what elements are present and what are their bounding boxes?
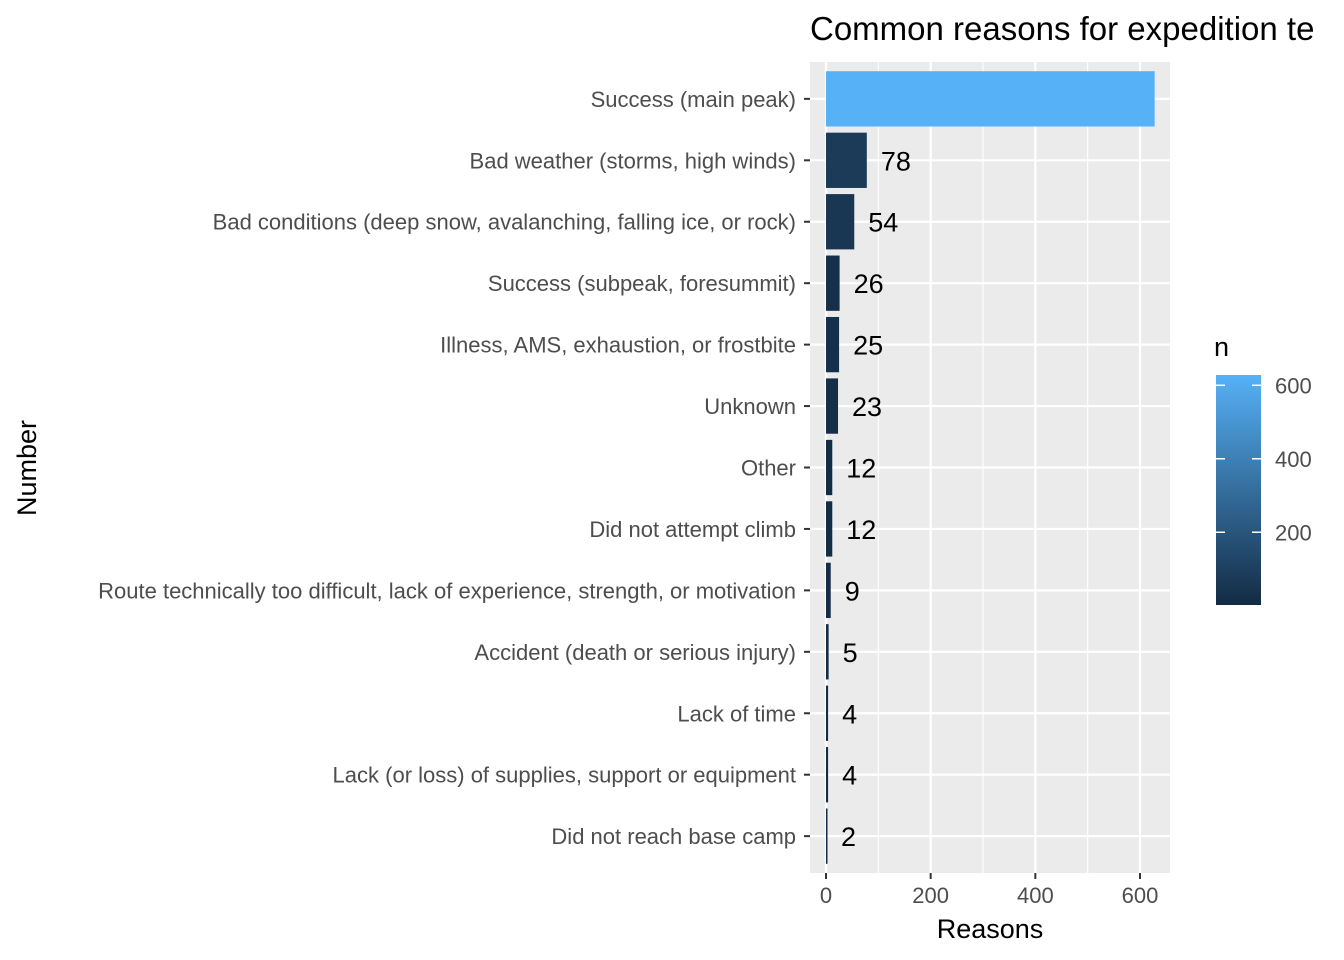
y-tick-label: Bad weather (storms, high winds) bbox=[470, 148, 796, 173]
y-axis-title: Number bbox=[12, 420, 42, 516]
y-tick-label: Unknown bbox=[704, 394, 796, 419]
data-label: 4 bbox=[842, 699, 857, 729]
bar bbox=[826, 378, 839, 434]
legend-title: n bbox=[1214, 332, 1229, 362]
y-tick-label: Bad conditions (deep snow, avalanching, … bbox=[213, 210, 796, 235]
bar bbox=[826, 501, 833, 557]
x-tick-label: 600 bbox=[1122, 883, 1159, 908]
data-label: 2 bbox=[841, 822, 856, 852]
plot-panel bbox=[810, 62, 1170, 873]
data-label: 12 bbox=[846, 454, 876, 484]
x-tick-label: 400 bbox=[1017, 883, 1054, 908]
data-label: 4 bbox=[842, 761, 857, 791]
legend-colorbar bbox=[1216, 375, 1261, 605]
y-tick-label: Did not reach base camp bbox=[551, 824, 796, 849]
chart-title: Common reasons for expedition te bbox=[810, 10, 1314, 47]
bar bbox=[826, 439, 833, 496]
y-tick-label: Success (subpeak, foresummit) bbox=[488, 271, 796, 296]
bar bbox=[826, 194, 855, 250]
bar bbox=[826, 624, 829, 680]
y-tick-label: Illness, AMS, exhaustion, or frostbite bbox=[440, 333, 796, 358]
x-tick-label: 0 bbox=[820, 883, 832, 908]
bar bbox=[826, 132, 867, 188]
legend-tick-label: 200 bbox=[1275, 520, 1312, 545]
bar bbox=[826, 562, 831, 619]
bar bbox=[826, 808, 828, 864]
data-label: 25 bbox=[853, 331, 883, 361]
legend-tick-label: 400 bbox=[1275, 447, 1312, 472]
y-tick-label: Did not attempt climb bbox=[589, 517, 796, 542]
x-axis: 0 200 400 600 bbox=[820, 873, 1158, 908]
data-label: 5 bbox=[843, 638, 858, 668]
data-label: 78 bbox=[881, 146, 911, 176]
y-tick-label: Lack (or loss) of supplies, support or e… bbox=[333, 763, 796, 788]
color-legend: n 200 400 600 bbox=[1214, 332, 1312, 605]
y-axis: Success (main peak) Bad weather (storms, … bbox=[98, 87, 810, 849]
bar bbox=[826, 685, 829, 741]
bar bbox=[826, 747, 829, 803]
bar bbox=[826, 255, 840, 311]
data-label: 26 bbox=[854, 269, 884, 299]
legend-tick-label: 600 bbox=[1275, 373, 1312, 398]
data-label: 54 bbox=[868, 208, 898, 238]
bars bbox=[826, 71, 1155, 864]
bar bbox=[826, 316, 840, 373]
bar bbox=[826, 71, 1155, 127]
data-label: 9 bbox=[845, 576, 860, 606]
x-tick-label: 200 bbox=[912, 883, 949, 908]
y-tick-label: Lack of time bbox=[677, 701, 796, 726]
y-tick-label: Success (main peak) bbox=[591, 87, 796, 112]
y-tick-label: Route technically too difficult, lack of… bbox=[98, 578, 796, 603]
x-axis-title: Reasons bbox=[937, 914, 1044, 944]
data-label: 12 bbox=[846, 515, 876, 545]
y-tick-label: Other bbox=[741, 456, 796, 481]
y-tick-label: Accident (death or serious injury) bbox=[474, 640, 796, 665]
data-label: 23 bbox=[852, 392, 882, 422]
